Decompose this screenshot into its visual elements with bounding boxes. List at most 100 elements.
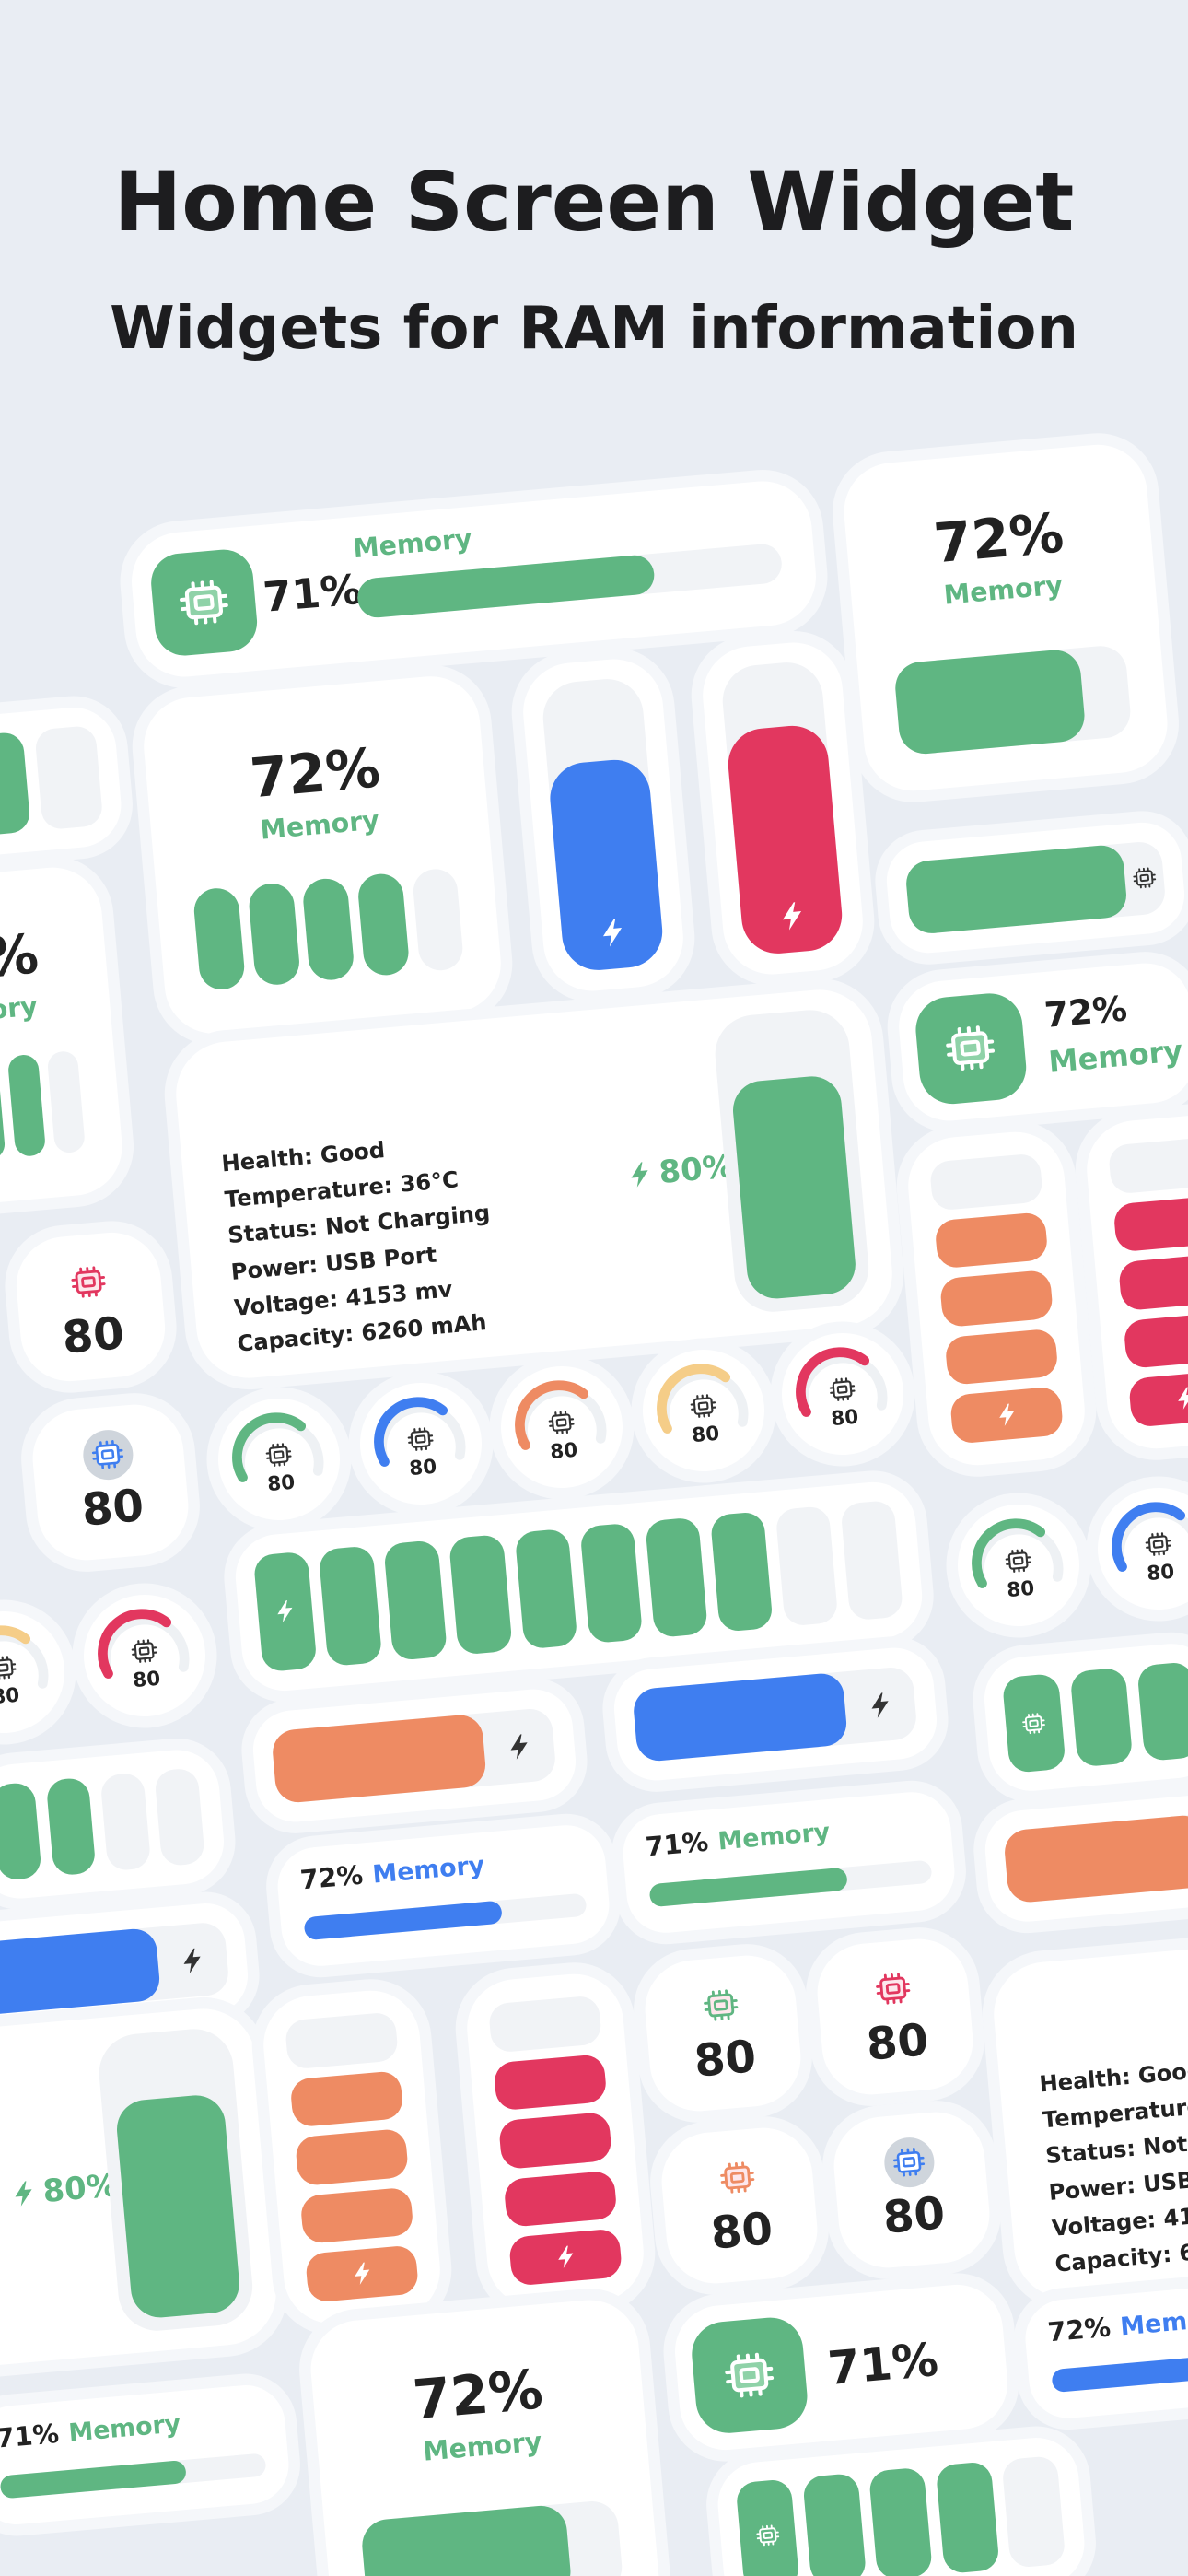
segment	[934, 2461, 999, 2574]
chip-icon	[1005, 1548, 1031, 1573]
number-tile: 80	[657, 2124, 821, 2289]
tile-icon	[80, 1428, 134, 1482]
bolt-icon	[998, 1403, 1014, 1427]
percent: 72%	[1042, 988, 1129, 1036]
bolt-icon	[277, 1600, 293, 1623]
percent: 71%	[261, 564, 364, 621]
bar-track	[711, 1006, 872, 1316]
icon-tile	[913, 990, 1029, 1107]
bar-track	[360, 2499, 624, 2576]
bar-track	[719, 660, 845, 957]
segment	[355, 872, 411, 978]
gauge-arc	[515, 1380, 607, 1450]
horizontal-bar-widget	[250, 1685, 579, 1826]
segment	[284, 2010, 399, 2069]
gauge-widget: 80	[1092, 1482, 1188, 1615]
segment	[498, 2111, 612, 2170]
bar-icon	[1122, 840, 1166, 916]
label: Memory	[67, 2408, 182, 2448]
stat-widget: 72% Memory	[307, 2295, 663, 2576]
bar-track	[540, 676, 666, 974]
chip-icon	[829, 1376, 856, 1401]
gauge	[637, 1344, 769, 1476]
stat-widget: 72% Memory	[0, 863, 126, 1214]
bolt-icon	[871, 1692, 890, 1718]
gauge-arc	[1112, 1502, 1188, 1572]
chip-icon	[91, 1440, 123, 1469]
chip-icon	[893, 2147, 926, 2177]
segment	[1068, 1668, 1134, 1768]
chip-icon	[946, 1026, 996, 1071]
bar-fill	[0, 2459, 188, 2499]
bolt-icon	[183, 1948, 201, 1973]
bar-track	[1002, 1811, 1188, 1903]
bar-fill	[271, 1713, 488, 1804]
number: 80	[692, 2031, 759, 2088]
charge: 80%	[6, 2157, 141, 2220]
bolt-icon	[630, 1161, 647, 1188]
segment	[0, 1782, 43, 1881]
segment	[1136, 1661, 1188, 1762]
segment	[154, 1768, 206, 1868]
gauge-arc	[656, 1364, 749, 1434]
bar-fill	[893, 648, 1087, 756]
percent: 71%	[0, 2418, 61, 2454]
segment	[448, 1534, 513, 1656]
title: Home Screen Widget	[113, 155, 1075, 250]
chip-icon	[71, 1266, 106, 1298]
bolt-icon	[602, 919, 623, 948]
gauge-icon	[825, 1371, 861, 1407]
segment	[34, 724, 104, 831]
bar-fill	[360, 2503, 573, 2576]
segment	[644, 1516, 708, 1639]
segment	[305, 2244, 419, 2303]
chip-icon	[131, 1638, 157, 1663]
icon-tile	[689, 2314, 810, 2436]
segment	[383, 1540, 448, 1661]
tile-icon	[867, 1962, 920, 2016]
bolt-icon	[782, 902, 801, 931]
segment-widget	[980, 1640, 1188, 1796]
memory-small-widget: 71% Memory	[0, 2382, 293, 2527]
number: 80	[864, 2014, 931, 2071]
segment	[1112, 1194, 1188, 1253]
segment-widget	[903, 1128, 1089, 1469]
bar-fill	[648, 1867, 848, 1908]
segment	[411, 867, 465, 973]
segment	[318, 1545, 383, 1668]
gauge-widget: 80	[776, 1328, 909, 1460]
gauge-widget: 80	[637, 1344, 770, 1477]
stat-widget: 72% Memory	[139, 672, 505, 1037]
chip-icon	[1022, 1713, 1045, 1735]
tile-icon	[710, 2151, 763, 2205]
segment	[1107, 1136, 1188, 1195]
bar-fill	[547, 757, 666, 974]
gauge-icon	[262, 1437, 297, 1473]
tile-icon	[882, 2135, 937, 2189]
segment	[503, 2169, 618, 2228]
bar-track	[632, 1666, 919, 1763]
number: 80	[880, 2186, 948, 2244]
segment	[0, 731, 32, 837]
segment	[295, 2127, 409, 2186]
stat-widget: 72% Memory	[839, 440, 1171, 795]
icon-widget: 72% Memory	[894, 959, 1188, 1125]
bar-track	[0, 1921, 230, 2018]
gauge-icon	[685, 1388, 721, 1423]
memory-bar-widget: 71% Memory	[127, 476, 820, 681]
segment	[299, 2185, 414, 2244]
number-tile: 80	[641, 1951, 805, 2115]
number: 80	[708, 2203, 775, 2261]
tile-icon	[693, 1979, 747, 2032]
gauge-arc	[0, 1624, 49, 1695]
bolt-icon	[1177, 1388, 1188, 1411]
bolt-icon	[354, 2262, 369, 2285]
segment	[938, 1269, 1054, 1328]
gauge-widget: 80	[78, 1589, 211, 1722]
bar-track	[1051, 2350, 1188, 2394]
segment	[578, 1522, 644, 1645]
tile-icon	[62, 1256, 115, 1309]
segment-widget	[714, 2433, 1088, 2576]
segment	[301, 876, 355, 982]
